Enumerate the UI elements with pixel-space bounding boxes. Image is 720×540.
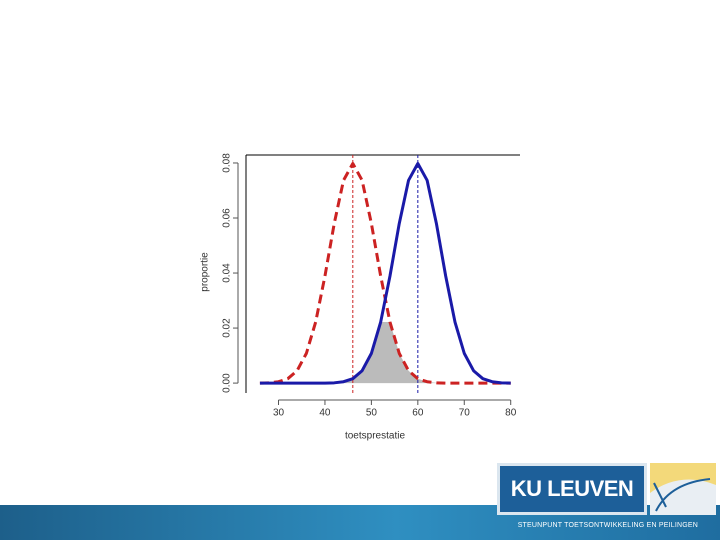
x-axis-label: toetsprestatie bbox=[345, 431, 405, 442]
density-curve bbox=[259, 162, 511, 385]
overlap-area bbox=[259, 322, 511, 384]
x-tick-label: 80 bbox=[505, 408, 517, 419]
y-tick-label: 0.00 bbox=[222, 373, 233, 393]
footer-caption: STEUNPUNT TOETSONTWIKKELING EN PEILINGEN bbox=[517, 522, 698, 529]
y-tick-label: 0.06 bbox=[222, 208, 233, 228]
x-tick-label: 60 bbox=[412, 408, 424, 419]
x-tick-label: 50 bbox=[366, 408, 378, 419]
x-tick-label: 30 bbox=[273, 408, 285, 419]
y-tick-label: 0.02 bbox=[222, 318, 233, 338]
emblem bbox=[650, 463, 716, 515]
emblem-arc bbox=[655, 478, 711, 512]
y-tick-label: 0.04 bbox=[222, 263, 233, 283]
y-axis-label: proportie bbox=[200, 252, 211, 292]
x-tick-label: 70 bbox=[459, 408, 471, 419]
chart: toetsprestatie proportie 30 40 50 60 70 80 0.0… bbox=[200, 153, 520, 442]
x-tick-label: 40 bbox=[319, 408, 331, 419]
logo: KU LEUVEN bbox=[497, 463, 647, 515]
emblem-line bbox=[653, 482, 667, 508]
y-tick-label: 0.08 bbox=[222, 153, 233, 173]
